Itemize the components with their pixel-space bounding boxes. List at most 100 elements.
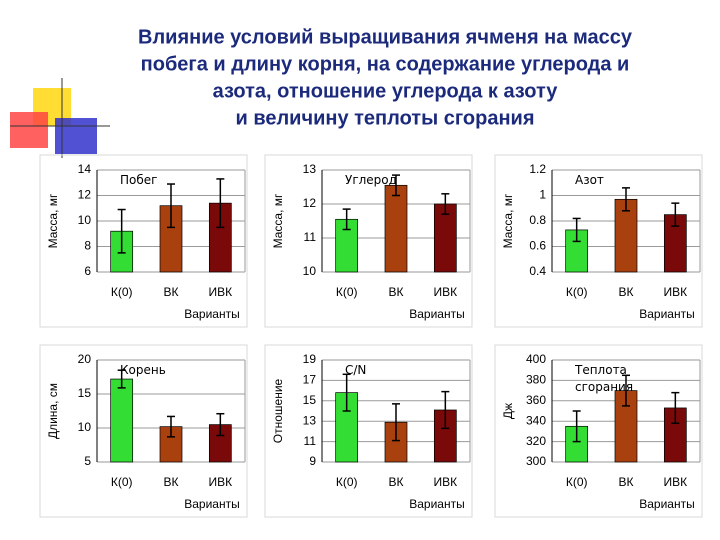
annotation: Углерод xyxy=(345,173,397,187)
title-line: азота, отношение углерода к азоту xyxy=(213,80,559,102)
y-tick-label: 360 xyxy=(526,393,546,407)
panel-frame xyxy=(494,344,703,518)
y-tick-label: 300 xyxy=(526,454,546,468)
panel-frame xyxy=(39,344,248,518)
y-tick-label: 13 xyxy=(303,413,317,427)
annotation-box: Азот xyxy=(575,173,604,187)
x-tick-label: ИВК xyxy=(434,475,458,489)
error-bar xyxy=(392,403,400,442)
y-tick-label: 1 xyxy=(539,188,546,202)
x-axis-label: Варианты xyxy=(639,497,694,511)
x-axis-label: Варианты xyxy=(639,307,694,321)
y-tick-label: 17 xyxy=(303,373,317,387)
x-tick-label: ВК xyxy=(164,475,179,489)
title-line: Влияние условий выращивания ячменя на ма… xyxy=(138,26,633,48)
x-tick-label: К(0) xyxy=(336,285,358,299)
annotation: Азот xyxy=(575,173,604,187)
error-bar xyxy=(441,390,450,430)
deco-square xyxy=(10,112,48,148)
x-tick-label: ВК xyxy=(389,475,404,489)
x-tick-label: ВК xyxy=(619,285,634,299)
x-axis-label: Варианты xyxy=(409,497,464,511)
y-tick-label: 11 xyxy=(304,230,317,244)
y-tick-label: 340 xyxy=(526,413,546,427)
error-bar xyxy=(342,373,351,412)
annotation-box: C/N xyxy=(345,363,367,377)
x-tick-label: ИВК xyxy=(209,475,233,489)
x-tick-label: К(0) xyxy=(566,475,588,489)
y-tick-label: 0.8 xyxy=(529,213,546,227)
error-bar xyxy=(117,369,126,389)
x-axis-label: Варианты xyxy=(184,497,239,511)
y-tick-label: 10 xyxy=(303,264,317,278)
error-bar xyxy=(117,208,126,254)
x-axis-label: Варианты xyxy=(409,307,464,321)
error-bar xyxy=(622,187,630,212)
y-tick-label: 14 xyxy=(78,162,92,176)
x-tick-label: ВК xyxy=(164,285,179,299)
x-tick-label: ИВК xyxy=(209,285,233,299)
y-tick-label: 380 xyxy=(526,373,546,387)
y-tick-label: 400 xyxy=(526,352,546,366)
y-tick-label: 13 xyxy=(303,162,317,176)
title-line: и величину теплоты сгорания xyxy=(235,107,534,129)
x-tick-label: ИВК xyxy=(434,285,458,299)
annotation-box: Корень xyxy=(120,363,166,377)
error-bar xyxy=(441,193,450,215)
error-bar xyxy=(216,178,225,229)
error-bar xyxy=(167,183,175,229)
y-tick-label: 19 xyxy=(303,352,317,366)
y-tick-label: 15 xyxy=(78,386,92,400)
y-tick-label: 10 xyxy=(78,213,92,227)
y-tick-label: 9 xyxy=(309,454,316,468)
x-tick-label: ВК xyxy=(389,285,404,299)
y-tick-label: 5 xyxy=(84,454,91,468)
error-bar xyxy=(342,208,351,231)
y-axis-label: Отношение xyxy=(271,378,285,443)
error-bar xyxy=(392,174,400,197)
y-tick-label: 320 xyxy=(526,434,546,448)
annotation: Побег xyxy=(120,173,158,187)
error-bar xyxy=(572,410,581,443)
annotation-box: Углерод xyxy=(345,173,397,187)
y-axis-label: Масса, мг xyxy=(271,193,285,248)
title-line: побега и длину корня, на содержание угле… xyxy=(141,53,630,75)
panel-frame xyxy=(264,344,473,518)
y-tick-label: 15 xyxy=(303,393,317,407)
panel-frame xyxy=(39,154,248,328)
y-axis-label: Дж xyxy=(501,403,515,419)
error-bar xyxy=(167,415,175,438)
x-axis-label: Варианты xyxy=(184,307,239,321)
x-tick-label: К(0) xyxy=(566,285,588,299)
y-tick-label: 6 xyxy=(84,264,91,278)
y-tick-label: 10 xyxy=(78,420,92,434)
deco-square xyxy=(55,118,97,154)
annotation: Корень xyxy=(120,363,166,377)
y-axis-label: Масса, мг xyxy=(501,193,515,248)
panel-frame xyxy=(494,154,703,328)
annotation: Теплота сгорания xyxy=(575,363,634,394)
error-bar xyxy=(572,217,581,243)
annotation-box: Теплота сгорания xyxy=(575,363,634,394)
x-tick-label: К(0) xyxy=(336,475,358,489)
annotation-box: Побег xyxy=(120,173,158,187)
error-bar xyxy=(622,374,630,407)
panel-frame xyxy=(264,154,473,328)
x-tick-label: ИВК xyxy=(664,285,688,299)
y-tick-label: 8 xyxy=(84,239,91,253)
decoration xyxy=(10,78,110,158)
y-axis-label: Масса, мг xyxy=(46,193,60,248)
error-bar xyxy=(671,391,680,424)
y-tick-label: 0.4 xyxy=(529,264,546,278)
annotation: C/N xyxy=(345,363,367,377)
y-tick-label: 12 xyxy=(78,188,92,202)
x-tick-label: ВК xyxy=(619,475,634,489)
x-tick-label: ИВК xyxy=(664,475,688,489)
error-bar xyxy=(671,202,680,227)
y-axis-label: Длина, см xyxy=(46,383,60,439)
y-tick-label: 1.2 xyxy=(529,162,546,176)
y-tick-label: 20 xyxy=(78,352,92,366)
y-tick-label: 0.6 xyxy=(529,239,546,253)
x-tick-label: К(0) xyxy=(111,475,133,489)
